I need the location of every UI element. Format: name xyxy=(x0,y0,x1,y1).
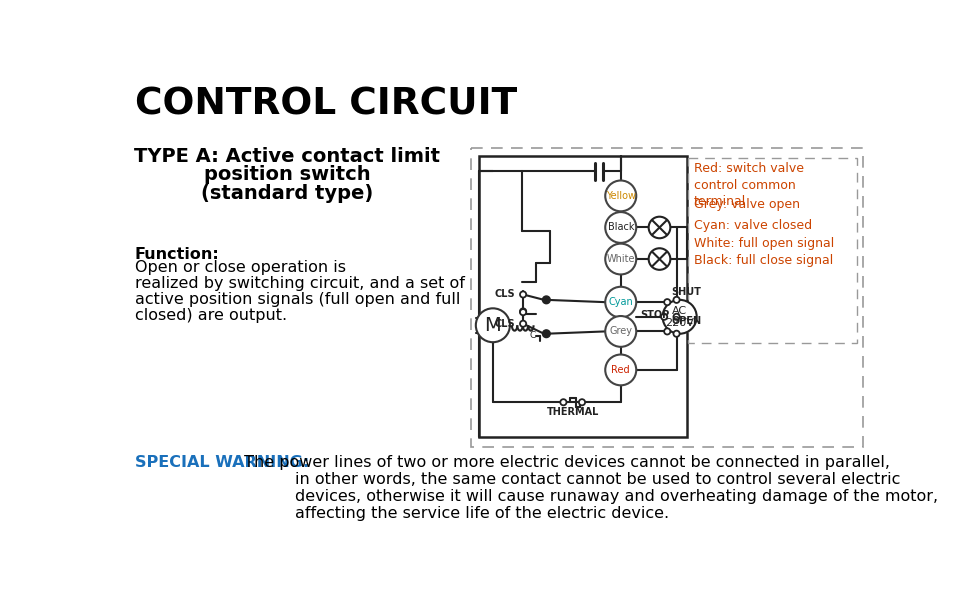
Text: OPEN: OPEN xyxy=(671,317,701,326)
Text: active position signals (full open and full: active position signals (full open and f… xyxy=(134,292,460,307)
Circle shape xyxy=(605,212,636,243)
Text: C: C xyxy=(529,331,536,340)
Text: SHUT: SHUT xyxy=(671,287,701,297)
Text: AC
220V: AC 220V xyxy=(665,306,694,327)
Text: Function:: Function: xyxy=(134,247,220,262)
Text: Grey: valve open: Grey: valve open xyxy=(693,198,800,211)
Circle shape xyxy=(662,300,696,334)
Text: closed) are output.: closed) are output. xyxy=(134,308,287,323)
Text: Cyan: Cyan xyxy=(608,297,633,307)
Circle shape xyxy=(605,316,636,347)
Text: CONTROL CIRCUIT: CONTROL CIRCUIT xyxy=(134,87,517,123)
Text: position switch: position switch xyxy=(204,165,370,184)
Text: Open or close operation is: Open or close operation is xyxy=(134,260,346,275)
Circle shape xyxy=(661,314,667,320)
Circle shape xyxy=(605,180,636,211)
Text: Red: Red xyxy=(611,365,630,375)
Circle shape xyxy=(605,287,636,318)
Text: affecting the service life of the electric device.: affecting the service life of the electr… xyxy=(295,506,669,521)
Circle shape xyxy=(520,308,526,314)
Text: Red: switch valve
control common
terminal: Red: switch valve control common termina… xyxy=(693,162,804,208)
Circle shape xyxy=(579,399,585,406)
Circle shape xyxy=(649,248,670,270)
Circle shape xyxy=(605,244,636,275)
Circle shape xyxy=(520,291,526,298)
Circle shape xyxy=(649,216,670,238)
Circle shape xyxy=(673,314,680,320)
Text: STOP: STOP xyxy=(640,310,669,320)
Text: Grey: Grey xyxy=(609,326,632,336)
Text: Yellow: Yellow xyxy=(605,191,635,201)
Text: CLS: CLS xyxy=(495,289,515,299)
Circle shape xyxy=(476,308,510,342)
Circle shape xyxy=(673,331,680,337)
Text: Black: Black xyxy=(607,222,634,232)
Text: Cyan: valve closed: Cyan: valve closed xyxy=(693,219,811,232)
Text: M: M xyxy=(484,315,501,335)
Text: in other words, the same contact cannot be used to control several electric: in other words, the same contact cannot … xyxy=(295,473,900,487)
Circle shape xyxy=(664,299,670,305)
Circle shape xyxy=(605,355,636,385)
Circle shape xyxy=(542,296,550,304)
Circle shape xyxy=(664,329,670,334)
Bar xyxy=(471,148,863,447)
Circle shape xyxy=(520,321,526,327)
Text: Black: full close signal: Black: full close signal xyxy=(693,254,833,267)
Text: devices, otherwise it will cause runaway and overheating damage of the motor,: devices, otherwise it will cause runaway… xyxy=(295,489,938,504)
Text: THERMAL: THERMAL xyxy=(546,407,599,417)
Text: SPECIAL WARNING:: SPECIAL WARNING: xyxy=(134,455,309,470)
Circle shape xyxy=(673,296,680,303)
Text: White: White xyxy=(606,254,635,264)
Circle shape xyxy=(542,330,550,337)
Text: White: full open signal: White: full open signal xyxy=(693,237,834,250)
Text: realized by switching circuit, and a set of: realized by switching circuit, and a set… xyxy=(134,276,465,291)
Circle shape xyxy=(560,399,567,406)
Bar xyxy=(479,156,687,437)
Text: (standard type): (standard type) xyxy=(201,184,373,203)
Text: TYPE A: Active contact limit: TYPE A: Active contact limit xyxy=(134,146,441,165)
Circle shape xyxy=(520,309,526,315)
Text: The power lines of two or more electric devices cannot be connected in parallel,: The power lines of two or more electric … xyxy=(240,455,891,470)
Bar xyxy=(689,158,857,343)
Text: CLS: CLS xyxy=(495,318,515,329)
